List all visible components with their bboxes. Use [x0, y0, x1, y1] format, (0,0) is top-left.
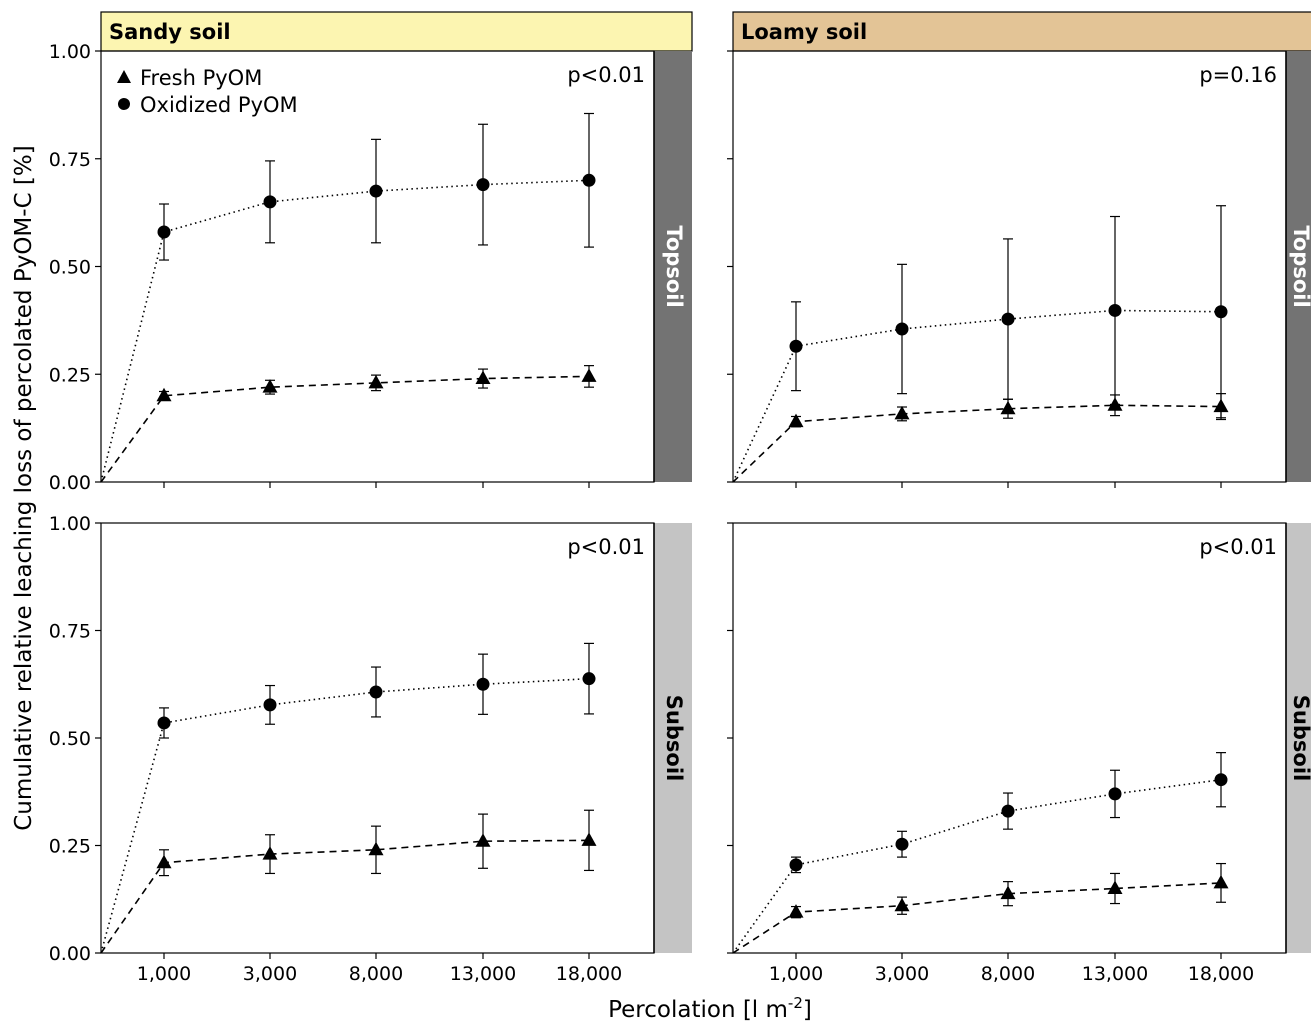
data-point-circle — [263, 698, 277, 712]
y-tick-label: 0.75 — [49, 149, 91, 171]
column-header-sandy — [100, 11, 693, 52]
data-point-circle — [157, 225, 171, 239]
data-point-circle — [369, 685, 383, 699]
x-tick-label: 18,000 — [1188, 963, 1254, 985]
y-tick-label: 0.25 — [49, 836, 91, 858]
data-point-triangle — [581, 368, 597, 382]
series-line — [100, 839, 590, 954]
row-strip-label: Subsoil — [662, 695, 686, 781]
legend-label-fresh: Fresh PyOM — [140, 66, 262, 90]
data-point-circle — [895, 322, 909, 336]
series-line — [100, 179, 590, 483]
x-tick-label: 8,000 — [981, 963, 1035, 985]
data-point-circle — [1108, 303, 1122, 317]
p-value-label: p=0.16 — [1199, 63, 1277, 87]
y-axis-title: Cumulative relative leaching loss of per… — [11, 145, 37, 831]
panel-frame — [732, 50, 1287, 483]
data-point-circle — [476, 677, 490, 691]
legend-label-oxidized: Oxidized PyOM — [140, 93, 298, 117]
x-axis-title: Percolation [l m-2] — [608, 994, 812, 1023]
row-strip-topsoil — [1286, 51, 1311, 482]
data-point-triangle — [788, 413, 804, 428]
x-tick-label: 13,000 — [450, 963, 516, 985]
row-strip-subsoil — [1286, 523, 1311, 953]
y-tick-label: 0.50 — [49, 728, 91, 750]
y-tick-label: 0.00 — [49, 943, 91, 965]
series-line — [732, 404, 1222, 483]
x-tick-label: 3,000 — [243, 963, 297, 985]
y-tick-label: 1.00 — [49, 41, 91, 63]
y-tick-label: 0.75 — [49, 621, 91, 643]
series-line — [100, 375, 590, 483]
data-point-triangle — [1000, 885, 1016, 900]
x-tick-label: 1,000 — [769, 963, 823, 985]
panel-frame — [100, 522, 655, 954]
data-point-triangle — [894, 897, 910, 912]
data-point-triangle — [156, 387, 172, 402]
legend-circle-icon — [118, 98, 130, 110]
data-point-circle — [895, 837, 909, 851]
data-point-triangle — [1213, 874, 1229, 889]
x-tick-label: 13,000 — [1082, 963, 1148, 985]
series-line — [732, 778, 1222, 954]
data-point-circle — [369, 184, 383, 198]
x-tick-label: 18,000 — [556, 963, 622, 985]
y-tick-label: 0.50 — [49, 257, 91, 279]
data-point-triangle — [1107, 880, 1123, 894]
column-header-loamy — [732, 11, 1311, 52]
data-point-triangle — [581, 832, 597, 846]
y-tick-label: 1.00 — [49, 513, 91, 535]
data-point-circle — [476, 178, 490, 192]
x-tick-label: 1,000 — [137, 963, 191, 985]
legend-triangle-icon — [117, 70, 131, 83]
data-point-circle — [1001, 312, 1015, 326]
data-point-circle — [582, 672, 596, 686]
series-line — [100, 677, 590, 954]
data-point-circle — [157, 716, 171, 730]
row-strip-subsoil — [654, 523, 692, 953]
data-point-circle — [1214, 773, 1228, 787]
column-header-label: Sandy soil — [109, 20, 231, 44]
x-tick-label: 3,000 — [875, 963, 929, 985]
data-point-triangle — [262, 379, 278, 393]
data-point-triangle — [788, 904, 804, 918]
row-strip-label: Topsoil — [662, 225, 686, 307]
data-point-circle — [582, 173, 596, 187]
data-point-circle — [1214, 305, 1228, 319]
x-tick-label: 8,000 — [349, 963, 403, 985]
data-point-triangle — [1000, 400, 1016, 415]
y-tick-label: 0.25 — [49, 364, 91, 386]
row-strip-label: Subsoil — [1289, 695, 1311, 781]
series-line — [732, 882, 1222, 954]
data-point-circle — [1108, 787, 1122, 801]
data-point-triangle — [368, 374, 384, 389]
data-point-circle — [1001, 804, 1015, 818]
data-point-circle — [263, 195, 277, 209]
data-point-triangle — [156, 854, 172, 869]
data-point-triangle — [262, 846, 278, 860]
data-point-circle — [789, 339, 803, 353]
row-strip-topsoil — [654, 51, 692, 482]
data-point-triangle — [894, 405, 910, 420]
data-point-triangle — [368, 841, 384, 856]
data-point-circle — [789, 858, 803, 872]
p-value-label: p<0.01 — [1199, 535, 1277, 559]
data-point-triangle — [475, 370, 491, 385]
data-point-triangle — [475, 833, 491, 847]
p-value-label: p<0.01 — [567, 535, 645, 559]
series-line — [732, 309, 1222, 483]
p-value-label: p<0.01 — [567, 63, 645, 87]
column-header-label: Loamy soil — [741, 20, 867, 44]
row-strip-label: Topsoil — [1289, 225, 1311, 307]
y-tick-label: 0.00 — [49, 472, 91, 494]
